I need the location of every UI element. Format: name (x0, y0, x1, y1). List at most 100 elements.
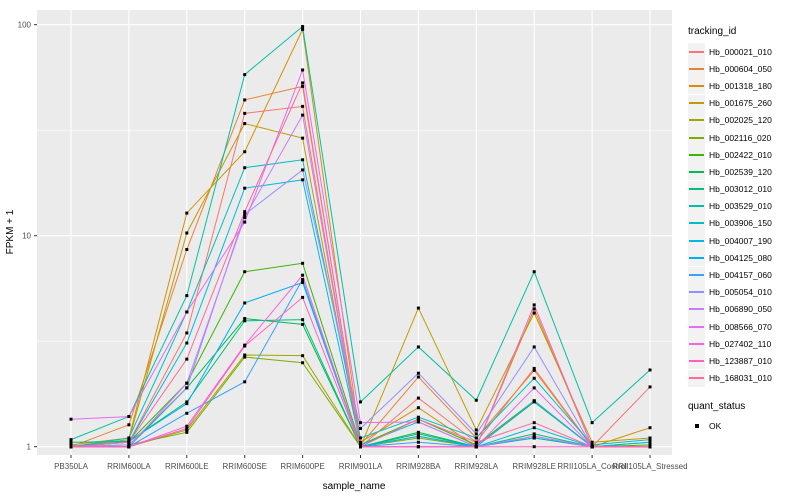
data-point (185, 294, 189, 298)
data-point (301, 84, 305, 88)
x-tick-label: RRIM600LA (107, 462, 151, 471)
legend-item-label: Hb_001675_260 (709, 98, 772, 109)
data-point (243, 270, 247, 274)
data-point (532, 307, 536, 311)
data-point (359, 426, 362, 430)
data-point (532, 426, 536, 430)
legend-item-label: Hb_004125_080 (709, 252, 772, 263)
data-point (243, 111, 247, 115)
legend-key (688, 77, 705, 95)
data-point (243, 210, 247, 214)
data-point (127, 423, 131, 427)
legend-key (688, 283, 705, 301)
data-point (474, 443, 478, 447)
data-point (416, 375, 420, 379)
legend-key (688, 163, 705, 181)
legend-item-label: Hb_000604_050 (709, 63, 772, 74)
legend-item-Hb_005054_010: Hb_005054_010 (688, 283, 800, 301)
y-tick-label: 100 (18, 21, 32, 30)
data-point (185, 211, 189, 215)
line-swatch-icon (689, 205, 704, 208)
data-point (185, 341, 189, 345)
data-point (185, 231, 189, 235)
legend-item-Hb_123887_010: Hb_123887_010 (688, 352, 800, 370)
data-point (359, 436, 362, 440)
legend-key (688, 369, 705, 387)
data-point (243, 73, 247, 77)
data-point (416, 406, 420, 410)
legend-key (688, 352, 705, 370)
data-point (532, 421, 536, 425)
data-point (359, 445, 362, 449)
data-point (532, 345, 536, 349)
data-point (301, 278, 305, 282)
data-point (127, 440, 131, 444)
legend-item-label: Hb_002539_120 (709, 166, 772, 177)
legend-item-Hb_003529_010: Hb_003529_010 (688, 197, 800, 215)
data-point (243, 220, 247, 224)
data-point (416, 306, 420, 310)
data-point (301, 281, 305, 285)
line-swatch-icon (689, 291, 704, 294)
legend-item-label: Hb_006890_050 (709, 304, 772, 315)
data-point (590, 440, 594, 444)
data-point (301, 136, 305, 140)
data-point (185, 411, 189, 415)
data-point (243, 98, 247, 102)
legend-item-label: Hb_001318_180 (709, 80, 772, 91)
line-swatch-icon (689, 50, 704, 53)
legend-item-quant-ok: OK (688, 418, 800, 435)
data-point (301, 81, 305, 85)
x-tick-label: RRIM600LE (165, 462, 209, 471)
line-swatch-icon (689, 308, 704, 311)
legend-item-Hb_002539_120: Hb_002539_120 (688, 163, 800, 181)
data-point (532, 432, 536, 436)
line-swatch-icon (689, 256, 704, 259)
data-point (127, 445, 131, 449)
legend-key (688, 146, 705, 164)
data-point (243, 122, 247, 126)
data-point (185, 400, 189, 404)
data-point (590, 445, 594, 449)
data-point (301, 178, 305, 182)
legend-item-Hb_000604_050: Hb_000604_050 (688, 60, 800, 78)
data-point (416, 436, 420, 440)
data-point (243, 319, 247, 323)
major-gridlines (37, 10, 672, 455)
data-point (590, 443, 594, 447)
data-point (416, 434, 420, 438)
legend-item-Hb_004125_080: Hb_004125_080 (688, 249, 800, 267)
data-point (301, 158, 305, 162)
data-point (590, 421, 594, 425)
data-point (301, 27, 305, 31)
minor-gridlines (37, 129, 672, 342)
legend-item-Hb_001318_180: Hb_001318_180 (688, 77, 800, 95)
legend-item-label: Hb_002025_120 (709, 115, 772, 126)
x-tick-label: RRIM600PE (280, 462, 324, 471)
data-point (185, 248, 189, 252)
legend-item-label: Hb_004007_190 (709, 235, 772, 246)
y-tick-label: 1 (27, 443, 32, 452)
line-swatch-icon (689, 119, 704, 122)
y-tick-label: 10 (22, 232, 31, 241)
data-point (416, 420, 420, 424)
data-point (648, 385, 652, 389)
x-axis-title: sample_name (323, 481, 386, 492)
legend-key (688, 129, 705, 147)
data-point (127, 438, 131, 442)
data-point (185, 386, 189, 390)
x-tick-label: RRIM928LA (455, 462, 499, 471)
axis-tick-labels: 1 10 100 PB350LA RRIM600LA RRIM600LE RRIM600SE… (18, 21, 688, 471)
x-tick-label: PB350LA (54, 462, 88, 471)
line-swatch-icon (689, 222, 704, 225)
x-tick-label: RRIM928LE (512, 462, 556, 471)
data-point (474, 445, 478, 449)
data-point (243, 344, 247, 348)
line-swatch-icon (689, 84, 704, 87)
data-point (416, 430, 420, 434)
data-point (474, 436, 478, 440)
data-point (532, 303, 536, 307)
data-point (301, 68, 305, 72)
data-point (243, 150, 247, 154)
data-point (532, 434, 536, 438)
